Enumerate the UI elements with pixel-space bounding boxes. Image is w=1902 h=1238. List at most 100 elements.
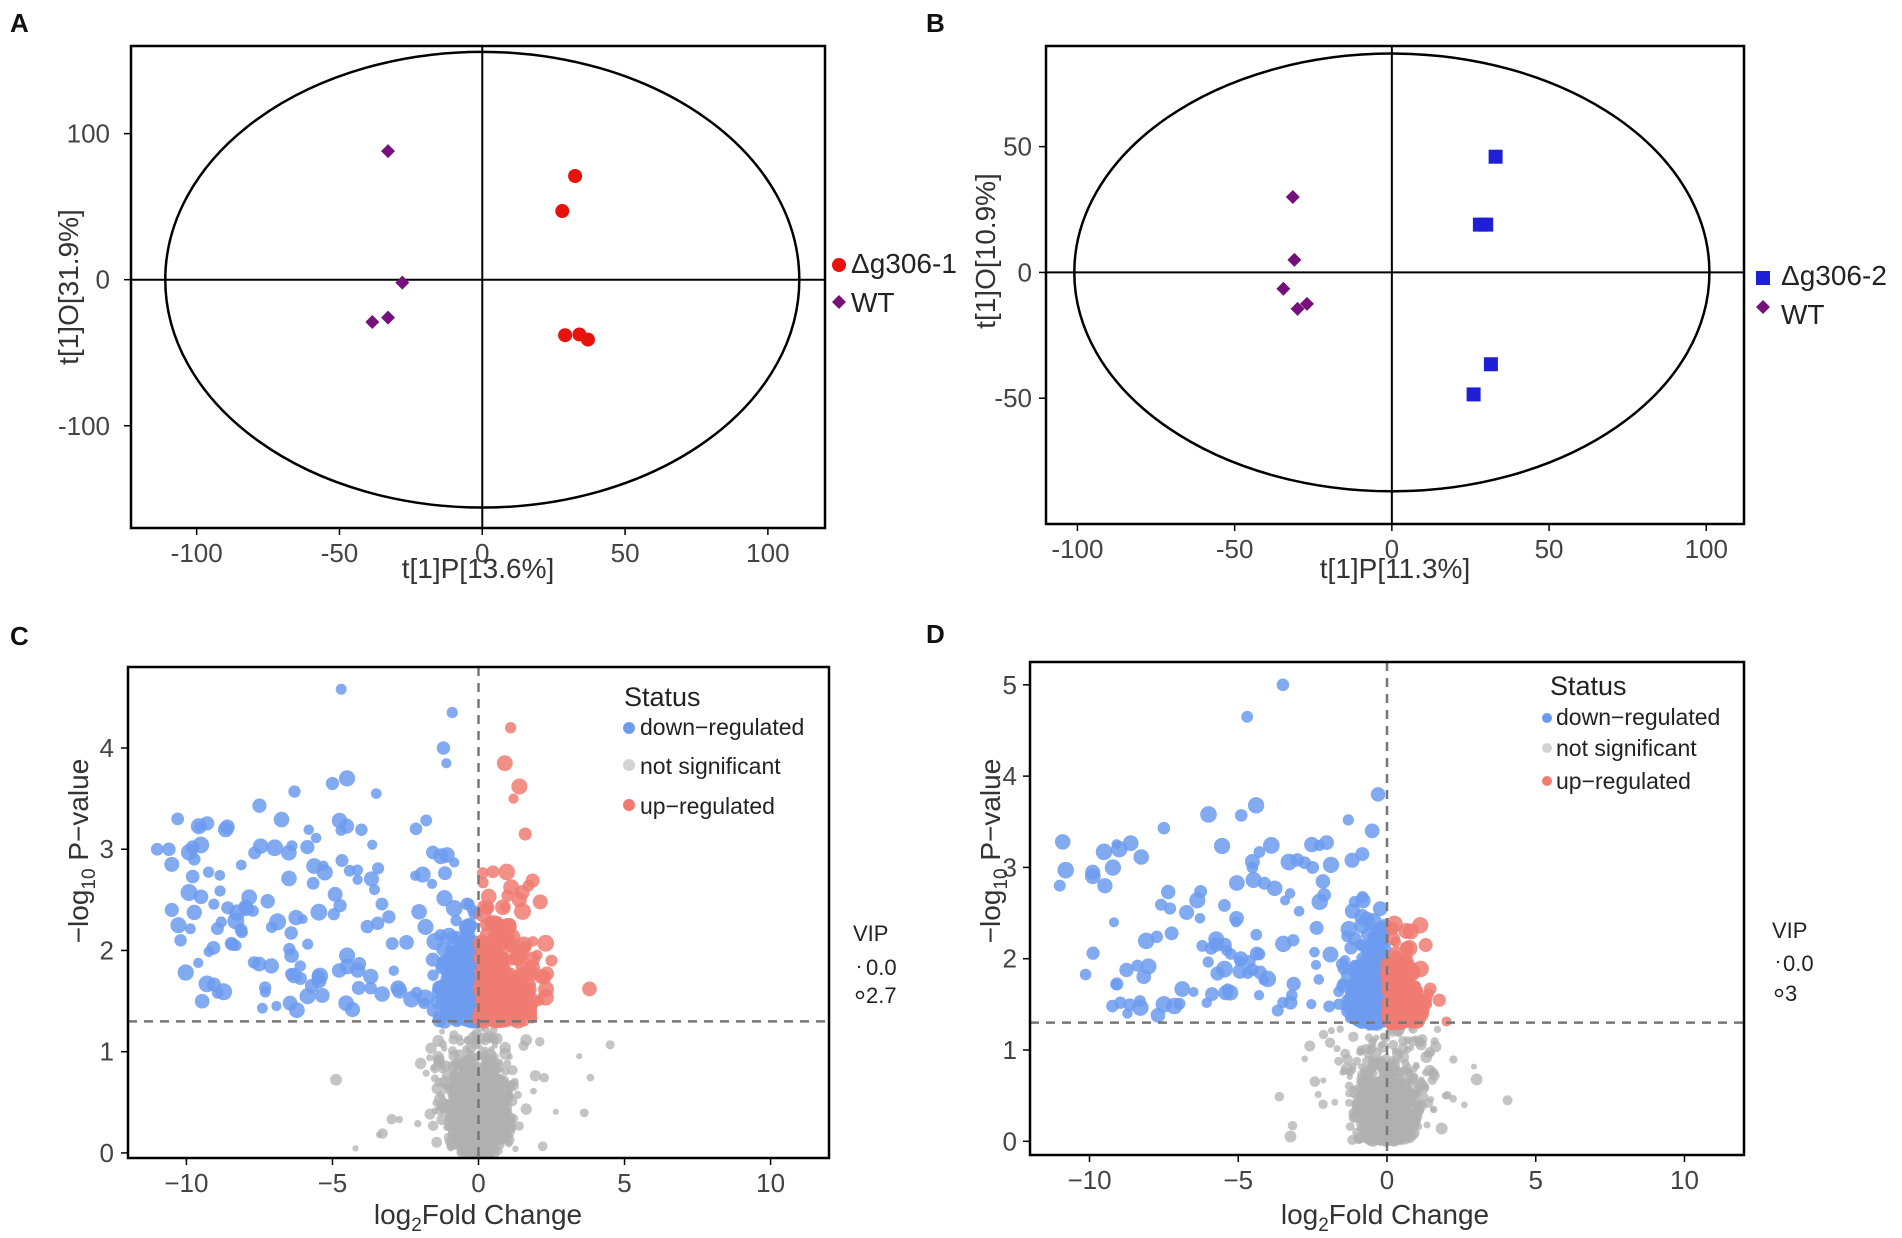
volcano-point-C <box>203 946 215 957</box>
volcano-point-C <box>481 1139 488 1147</box>
volcano-point-D <box>1402 923 1419 940</box>
x-tick-label-C: 0 <box>471 1168 485 1198</box>
volcano-point-C <box>486 1109 497 1120</box>
volcano-point-C <box>445 941 462 958</box>
x-label-prefix: log <box>1281 1199 1318 1230</box>
vip-c-large-marker <box>855 990 865 1000</box>
volcano-point-D <box>1461 1101 1468 1109</box>
volcano-point-D <box>1401 1065 1410 1074</box>
volcano-point-C <box>481 1147 491 1157</box>
volcano-point-C <box>226 937 240 951</box>
data-point-A <box>395 275 410 290</box>
volcano-point-C <box>513 902 531 920</box>
volcano-point-C <box>331 963 347 978</box>
y-tick-label-D: 4 <box>1003 761 1017 791</box>
volcano-point-D <box>1309 1076 1321 1087</box>
legend-b-wt-marker <box>1756 300 1770 314</box>
x-tick-label-B: -50 <box>1216 534 1254 564</box>
y-label-sub: 10 <box>991 868 1012 889</box>
volcano-point-C <box>508 793 519 804</box>
volcano-point-C <box>425 952 440 967</box>
volcano-point-D <box>1057 861 1074 879</box>
volcano-point-C <box>426 1054 434 1062</box>
volcano-point-D <box>1380 1033 1388 1041</box>
x-tick-label-D: 5 <box>1529 1165 1543 1195</box>
volcano-point-C <box>414 1057 427 1070</box>
volcano-point-C <box>479 1080 490 1091</box>
volcano-point-D <box>1395 965 1409 979</box>
volcano-point-C <box>498 863 515 881</box>
volcano-point-D <box>1397 1051 1410 1064</box>
volcano-point-C <box>374 986 390 1002</box>
volcano-point-D <box>1386 931 1401 946</box>
volcano-point-C <box>252 798 267 813</box>
volcano-point-C <box>504 1081 516 1093</box>
volcano-point-C <box>174 934 187 947</box>
volcano-point-C <box>273 811 290 828</box>
volcano-point-C <box>185 840 200 855</box>
y-label-prefix: −log <box>63 890 94 944</box>
volcano-point-D <box>1390 954 1403 967</box>
volcano-point-C <box>352 874 363 885</box>
volcano-point-D <box>1352 1127 1362 1138</box>
volcano-point-C <box>576 1053 583 1060</box>
legend-c-up-label: up−regulated <box>640 793 775 819</box>
volcano-point-D <box>1407 1036 1418 1047</box>
x-axis-label-A: t[1]P[13.6%] <box>402 553 555 584</box>
volcano-point-C <box>310 832 322 844</box>
volcano-point-D <box>1097 878 1113 894</box>
volcano-point-C <box>483 1061 493 1071</box>
volcano-point-C <box>504 722 517 734</box>
volcano-point-C <box>456 1037 465 1046</box>
volcano-point-D <box>1241 966 1254 980</box>
volcano-point-C <box>414 1120 422 1128</box>
volcano-point-C <box>426 933 444 950</box>
legend-a-ko-marker <box>832 258 846 272</box>
legend-d-title: Status <box>1550 671 1627 701</box>
volcano-point-D <box>1333 998 1345 1010</box>
volcano-point-D <box>1348 1031 1359 1043</box>
volcano-point-D <box>1157 821 1171 835</box>
volcano-point-C <box>219 819 235 835</box>
volcano-point-C <box>506 1123 517 1133</box>
volcano-point-C <box>355 823 368 836</box>
volcano-point-D <box>1399 1086 1411 1098</box>
volcano-point-C <box>422 1069 430 1077</box>
vip-d-small-label: 0.0 <box>1783 951 1814 976</box>
volcano-point-C <box>171 812 185 826</box>
volcano-point-C <box>465 1076 477 1089</box>
volcano-point-C <box>513 1090 522 1099</box>
volcano-point-D <box>1427 1096 1435 1103</box>
volcano-point-D <box>1430 1105 1438 1114</box>
vip-c-title: VIP <box>853 921 888 946</box>
volcano-point-D <box>1412 996 1428 1012</box>
data-point-A <box>555 204 570 219</box>
volcano-point-D <box>1502 1095 1513 1106</box>
volcano-point-C <box>338 995 354 1012</box>
volcano-point-D <box>1262 837 1280 854</box>
volcano-point-C <box>492 1065 502 1075</box>
volcano-point-C <box>214 869 226 881</box>
volcano-point-C <box>364 981 378 995</box>
volcano-point-D <box>1323 1000 1336 1013</box>
volcano-point-D <box>1351 1100 1359 1107</box>
volcano-point-D <box>1327 1026 1335 1035</box>
x-tick-label-B: 50 <box>1535 534 1564 564</box>
volcano-point-C <box>456 1094 464 1102</box>
volcano-point-D <box>1079 968 1092 981</box>
volcano-point-D <box>1367 1043 1377 1053</box>
volcano-point-C <box>164 902 179 918</box>
volcano-point-D <box>1311 893 1328 911</box>
volcano-point-D <box>1131 959 1144 972</box>
volcano-point-C <box>503 1059 512 1068</box>
volcano-point-D <box>1234 955 1246 967</box>
x-tick-label-A: -100 <box>171 538 223 568</box>
x-tick-label-D: 0 <box>1380 1165 1394 1195</box>
volcano-point-D <box>1111 840 1128 858</box>
data-point-B <box>1299 296 1314 311</box>
legend-d-down-marker <box>1542 713 1552 723</box>
volcano-point-C <box>248 846 262 860</box>
volcano-point-D <box>1355 847 1370 862</box>
volcano-point-C <box>579 1108 589 1118</box>
